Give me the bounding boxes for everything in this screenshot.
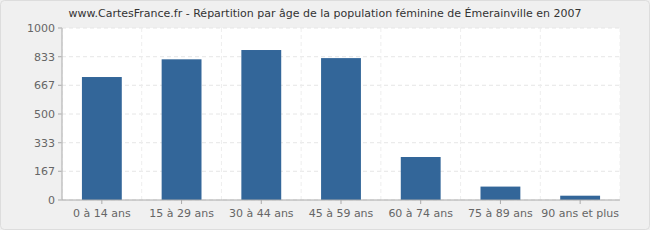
tick-mark	[58, 142, 62, 143]
x-tick-mark	[101, 200, 102, 204]
bar	[162, 59, 202, 200]
category-label: 15 à 29 ans	[149, 207, 214, 220]
tick-mark	[58, 56, 62, 57]
category-label: 90 ans et plus	[541, 207, 619, 220]
category-label: 45 à 59 ans	[309, 207, 374, 220]
x-tick-mark	[341, 200, 342, 204]
grid-line	[62, 56, 620, 57]
grid-line-vertical	[141, 28, 142, 200]
category-label: 60 à 74 ans	[388, 207, 453, 220]
bar	[82, 77, 122, 200]
bars	[82, 50, 600, 200]
tick-mark	[58, 28, 62, 29]
grid-line-vertical	[460, 28, 461, 200]
title: www.CartesFrance.fr - Répartition par âg…	[69, 7, 582, 20]
x-tick-mark	[500, 200, 501, 204]
tick-mark	[58, 114, 62, 115]
x-axis	[62, 200, 620, 201]
tick-label: 167	[34, 165, 55, 178]
tick-mark	[58, 200, 62, 201]
grid-line-vertical	[380, 28, 381, 200]
tick-mark	[58, 85, 62, 86]
tick-label: 500	[34, 108, 55, 121]
category-label: 0 à 14 ans	[73, 207, 131, 220]
bar	[321, 58, 361, 200]
tick-label: 667	[34, 79, 55, 92]
tick-mark	[58, 171, 62, 172]
tick-label: 1000	[27, 22, 55, 35]
grid-line-vertical	[540, 28, 541, 200]
grid-line-vertical	[620, 28, 621, 200]
bar	[401, 157, 441, 200]
bar	[481, 187, 521, 200]
grid-line	[62, 200, 620, 201]
plot-area	[62, 28, 620, 200]
grid-line-vertical	[221, 28, 222, 200]
grid-line-vertical	[301, 28, 302, 200]
category-label: 75 à 89 ans	[468, 207, 533, 220]
tick-label: 0	[48, 194, 55, 207]
grid-line	[62, 28, 620, 29]
chart: www.CartesFrance.fr - Répartition par âg…	[0, 0, 650, 230]
category-label: 30 à 44 ans	[229, 207, 294, 220]
tick-label: 333	[34, 137, 55, 150]
x-tick-mark	[181, 200, 182, 204]
x-tick-mark	[420, 200, 421, 204]
grid-line-vertical	[62, 28, 63, 200]
bar	[560, 196, 600, 200]
x-tick-mark	[580, 200, 581, 204]
y-axis	[62, 28, 63, 200]
bar	[241, 50, 281, 200]
tick-label: 833	[34, 51, 55, 64]
background	[1, 1, 650, 230]
x-tick-mark	[261, 200, 262, 204]
